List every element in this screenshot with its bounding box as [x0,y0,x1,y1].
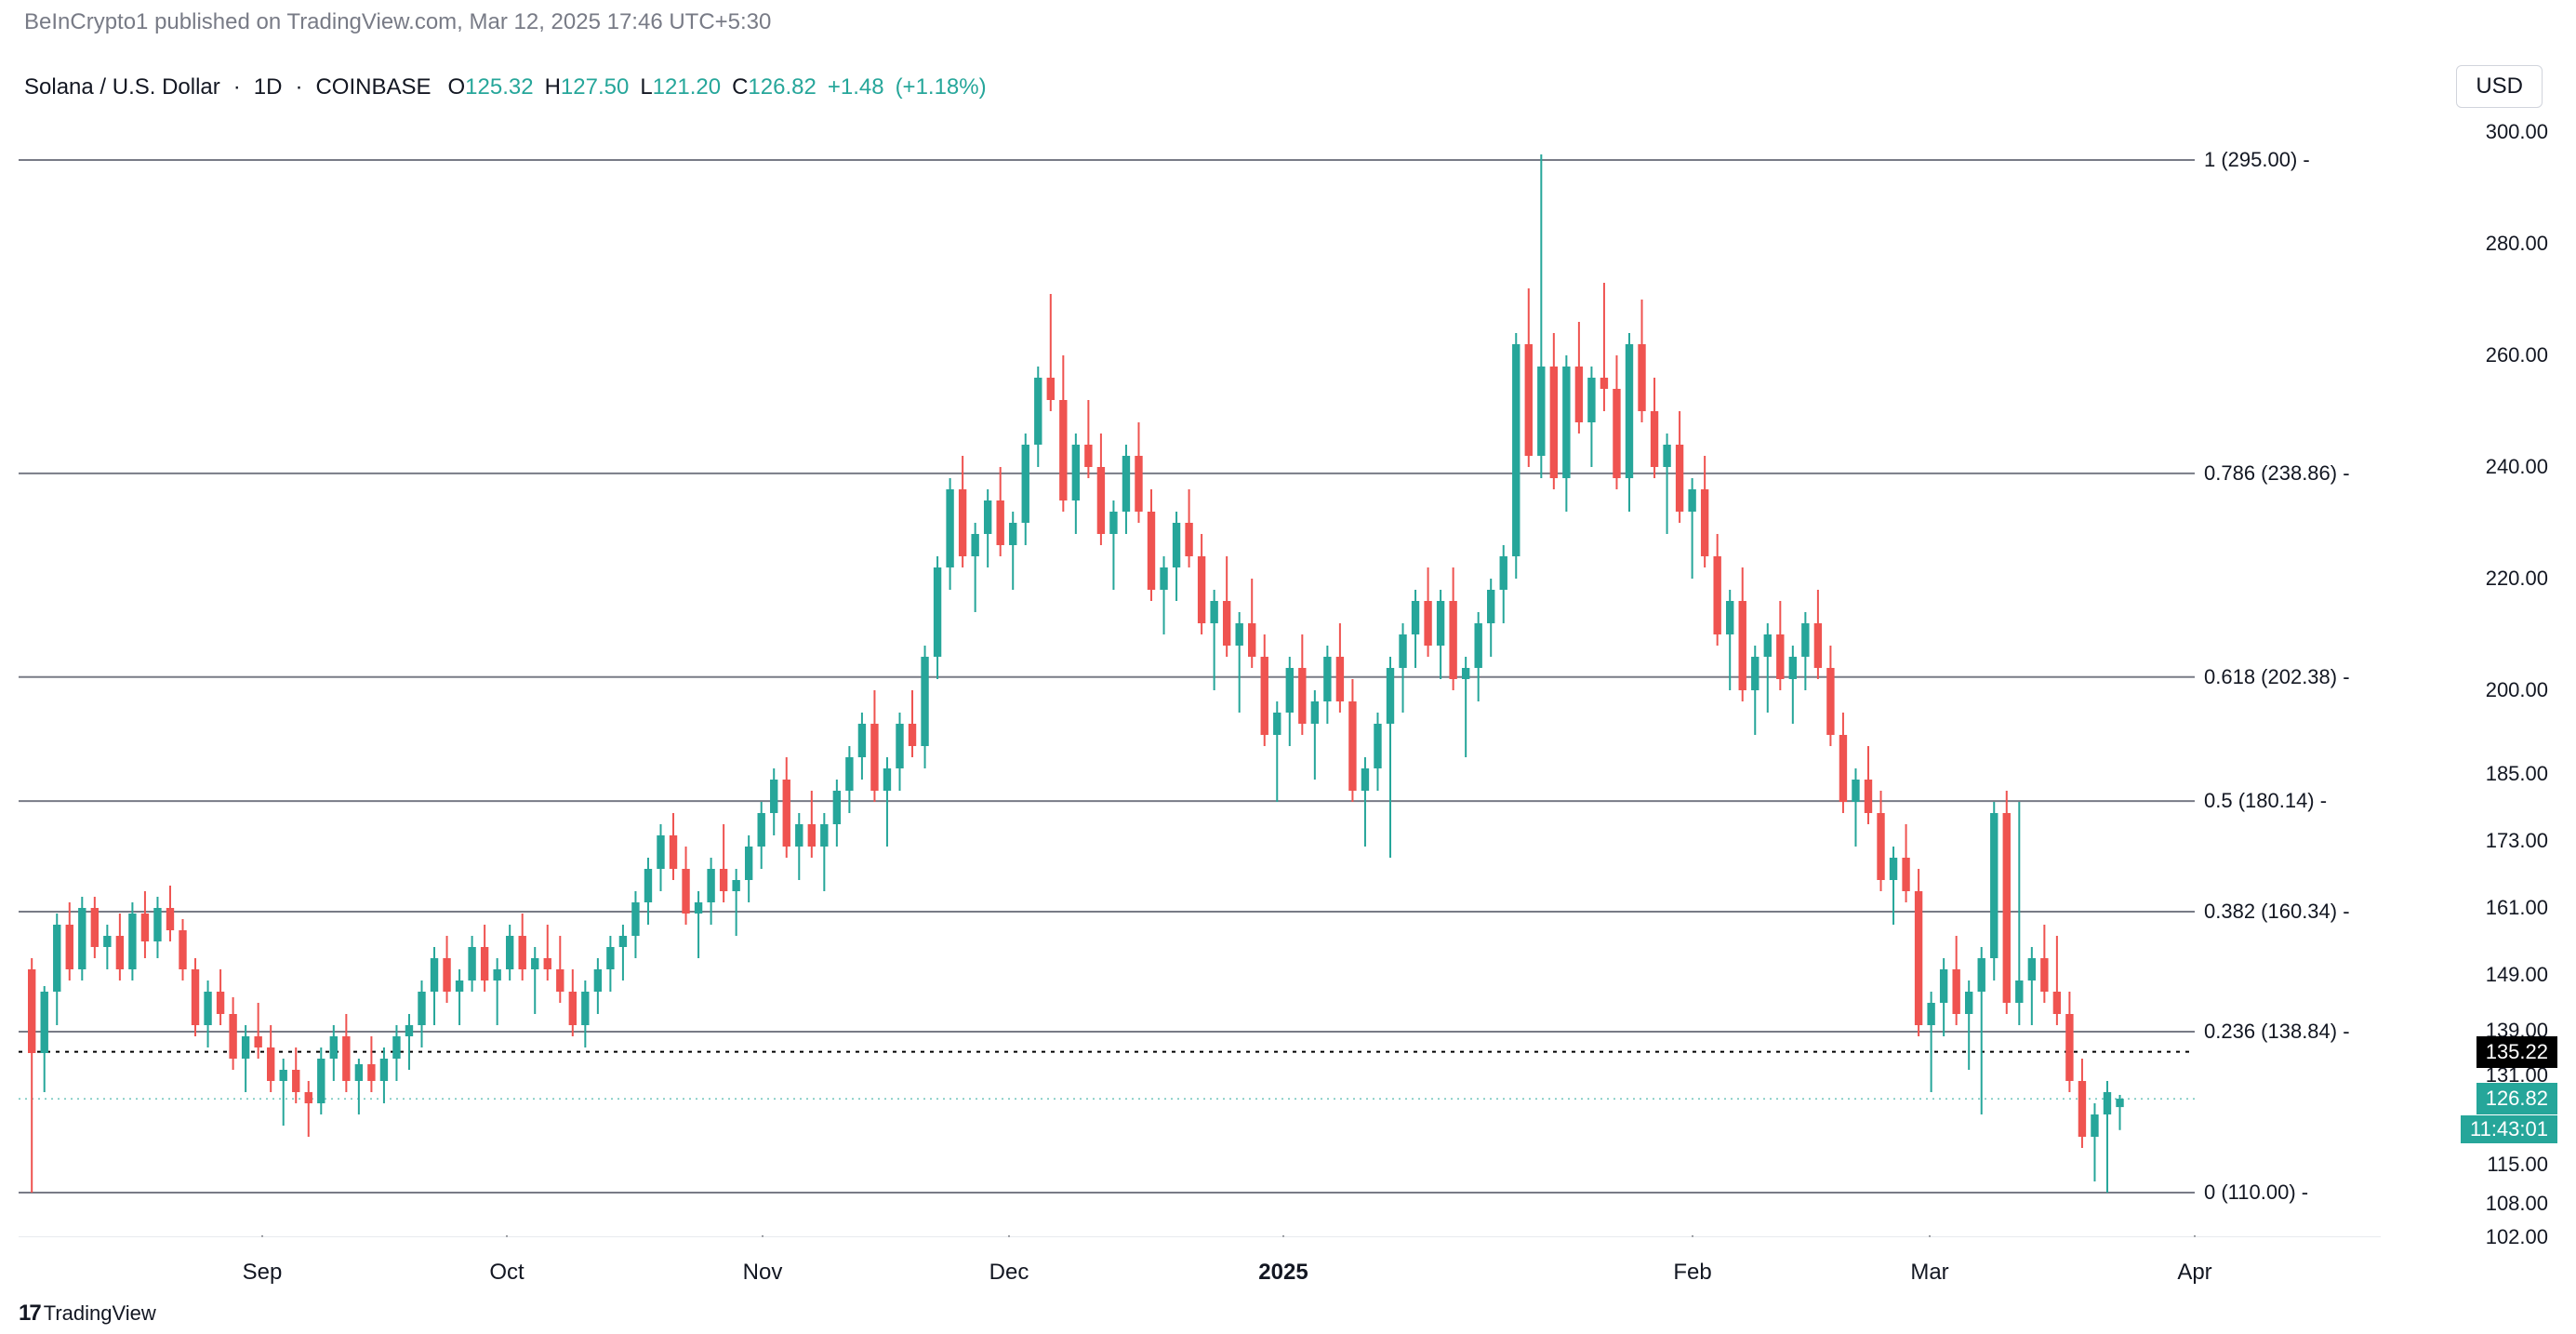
x-tick-label: Apr [2177,1260,2211,1286]
y-tick-label: 185.00 [2486,762,2548,786]
price-chart[interactable] [19,121,2381,1237]
x-tick-label: Nov [743,1260,783,1286]
x-tick-label: Mar [1910,1260,1948,1286]
currency-selector[interactable]: USD [2456,65,2543,108]
y-tick-label: 280.00 [2486,232,2548,256]
x-tick-label: 2025 [1258,1260,1308,1286]
x-tick-label: Sep [243,1260,283,1286]
y-axis[interactable]: 300.00 280.00 260.00 240.00 220.00 200.00 185.… [2399,121,2557,1237]
ohlc-values: O125.32 H127.50 L121.20 C126.82 +1.48 (+… [447,74,986,100]
x-tick-label: Feb [1673,1260,1711,1286]
change-value: +1.48 [828,74,884,100]
x-axis[interactable]: Sep Oct Nov Dec 2025 Feb Mar Apr [19,1260,2381,1297]
y-tick-label: 161.00 [2486,896,2548,920]
fib-label: 0 (110.00) - [2204,1181,2308,1205]
fib-label: 0.786 (238.86) - [2204,461,2350,486]
fib-label: 1 (295.00) - [2204,148,2310,172]
fib-label: 0.618 (202.38) - [2204,665,2350,689]
price-marker: 135.22 [2476,1036,2557,1068]
footer-text: TradingView [44,1301,156,1326]
high-value: 127.50 [561,74,629,100]
symbol-info: Solana / U.S. Dollar 1D COINBASE O125.32… [24,74,987,100]
y-tick-label: 149.00 [2486,963,2548,987]
attribution-line: BeInCrypto1 published on TradingView.com… [24,9,771,35]
y-tick-label: 260.00 [2486,343,2548,367]
fib-label: 0.236 (138.84) - [2204,1020,2350,1044]
fib-label: 0.5 (180.14) - [2204,789,2327,813]
x-tick-label: Oct [489,1260,524,1286]
y-tick-label: 220.00 [2486,567,2548,591]
open-value: 125.32 [465,74,533,100]
x-tick-label: Dec [989,1260,1029,1286]
interval[interactable]: 1D [254,74,283,100]
y-tick-label: 300.00 [2486,120,2548,144]
chart-container: BeInCrypto1 published on TradingView.com… [0,0,2576,1334]
y-tick-label: 102.00 [2486,1225,2548,1249]
change-pct: (+1.18%) [896,74,987,100]
y-tick-label: 240.00 [2486,455,2548,479]
low-value: 121.20 [653,74,721,100]
tradingview-footer[interactable]: 17 TradingView [19,1301,156,1327]
tradingview-logo-icon: 17 [19,1301,36,1327]
y-tick-label: 115.00 [2487,1153,2548,1177]
close-value: 126.82 [748,74,816,100]
y-tick-label: 173.00 [2486,829,2548,853]
y-tick-label: 200.00 [2486,678,2548,702]
symbol-name[interactable]: Solana / U.S. Dollar [24,74,220,100]
current-price-marker: 126.82 [2476,1083,2557,1114]
fib-label: 0.382 (160.34) - [2204,900,2350,924]
exchange-name: COINBASE [315,74,431,100]
countdown-timer: 11:43:01 [2461,1115,2557,1143]
y-tick-label: 108.00 [2486,1192,2548,1216]
